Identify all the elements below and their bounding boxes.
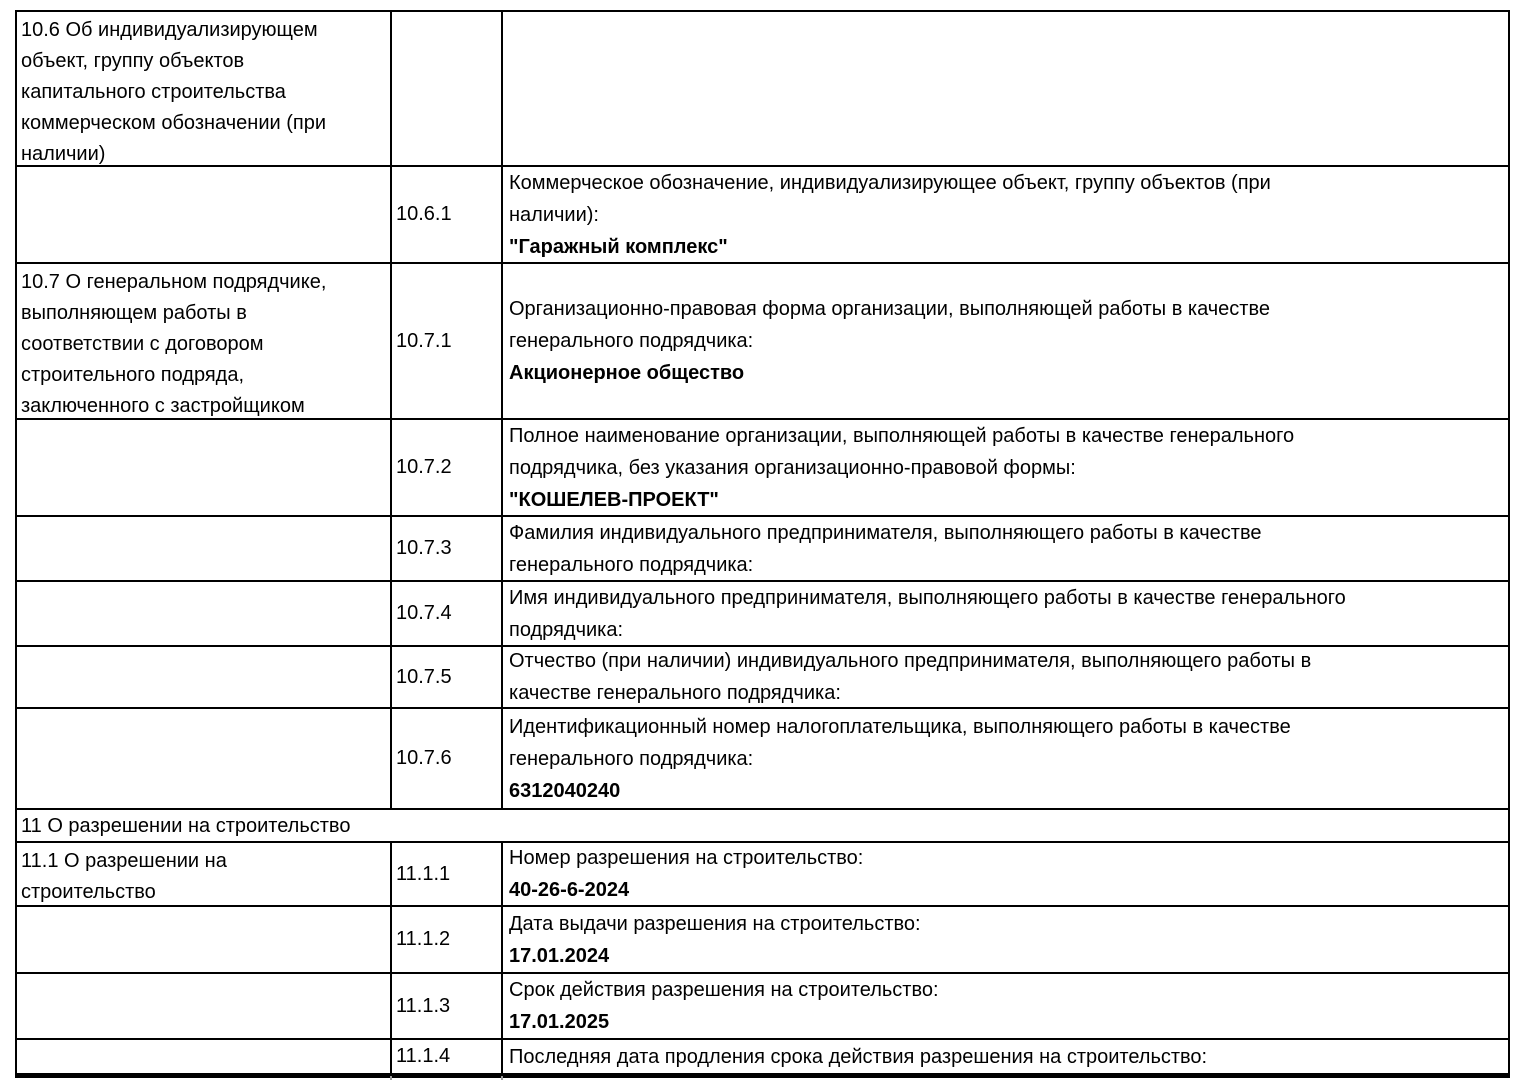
item-content-cell: Срок действия разрешения на строительств… — [501, 974, 1508, 1038]
item-label: Имя индивидуального предпринимателя, вып… — [509, 586, 1346, 641]
item-number-cell: 10.7.4 — [390, 582, 501, 645]
item-content-cell: Номер разрешения на строительство: 40-26… — [501, 843, 1508, 905]
table-row-10-6: 10.6 Об индивидуализирующем объект, груп… — [17, 12, 1508, 167]
item-number-cell: 10.7.6 — [390, 709, 501, 808]
item-value: 17.01.2025 — [509, 1011, 610, 1033]
item-label: Полное наименование организации, выполня… — [509, 424, 1295, 479]
item-label: Идентификационный номер налогоплательщик… — [509, 715, 1291, 770]
item-label: Коммерческое обозначение, индивидуализир… — [509, 171, 1271, 226]
item-content-cell: Имя индивидуального предпринимателя, вып… — [501, 582, 1508, 645]
table-row-10-7-3: 10.7.3 Фамилия индивидуального предприни… — [17, 517, 1508, 582]
section-title-cell — [17, 907, 390, 972]
section-title-cell — [17, 582, 390, 645]
item-value: 17.01.2024 — [509, 944, 610, 967]
section-title-cell: 10.6 Об индивидуализирующем объект, груп… — [21, 19, 326, 165]
item-number-cell: 10.7.1 — [390, 264, 501, 418]
item-number-cell: 11.1.1 — [390, 843, 501, 905]
table-row-10-7-1: 10.7 О генеральном подрядчике, выполняющ… — [17, 264, 1508, 420]
cutoff-row-column-divider — [501, 1076, 503, 1080]
table-row-10-7-6: 10.7.6 Идентификационный номер налогопла… — [17, 709, 1508, 810]
item-value: 40-26-6-2024 — [509, 879, 630, 901]
table-row-10-7-2: 10.7.2 Полное наименование организации, … — [17, 420, 1508, 517]
cutoff-row-column-divider — [390, 1076, 392, 1080]
section-title-cell — [17, 974, 390, 1038]
item-label: Отчество (при наличии) индивидуального п… — [509, 650, 1312, 704]
item-content-cell: Отчество (при наличии) индивидуального п… — [501, 647, 1508, 707]
item-number-cell: 10.7.5 — [390, 647, 501, 707]
item-value: Акционерное общество — [509, 362, 745, 384]
item-value: 6312040240 — [509, 779, 621, 802]
item-content-cell: Фамилия индивидуального предпринимателя,… — [501, 517, 1508, 580]
section-title-cell — [17, 647, 390, 707]
section-title-cell: 11.1 О разрешении на строительство — [21, 850, 227, 903]
table-row-10-7-4: 10.7.4 Имя индивидуального предпринимате… — [17, 582, 1508, 647]
item-label: Номер разрешения на строительство: — [509, 847, 864, 869]
project-declaration-table: 10.6 Об индивидуализирующем объект, груп… — [15, 10, 1510, 1078]
item-content-cell: Коммерческое обозначение, индивидуализир… — [501, 167, 1508, 262]
section-11-header: 11 О разрешении на строительство — [21, 815, 351, 837]
item-label: Последняя дата продления срока действия … — [509, 1045, 1208, 1068]
item-content-cell: Организационно-правовая форма организаци… — [501, 264, 1508, 418]
item-number-cell: 11.1.3 — [390, 974, 501, 1038]
item-number-cell: 11.1.4 — [390, 1040, 501, 1073]
section-title-cell — [17, 167, 390, 262]
item-label: Дата выдачи разрешения на строительство: — [509, 912, 921, 935]
table-row-section-11-header: 11 О разрешении на строительство — [17, 810, 1508, 843]
item-number-cell: 11.1.2 — [390, 907, 501, 972]
section-title-cell — [17, 709, 390, 808]
table-row-11-1-4: 11.1.4 Последняя дата продления срока де… — [17, 1040, 1508, 1076]
table-row-11-1-1: 11.1 О разрешении на строительство 11.1.… — [17, 843, 1508, 907]
section-title-cell — [17, 420, 390, 515]
table-row-11-1-3: 11.1.3 Срок действия разрешения на строи… — [17, 974, 1508, 1040]
item-number-cell: 10.6.1 — [390, 167, 501, 262]
item-number-cell: 10.7.2 — [390, 420, 501, 515]
item-value: "Гаражный комплекс" — [509, 235, 728, 258]
item-content-cell — [501, 12, 1508, 165]
item-label: Срок действия разрешения на строительств… — [509, 979, 939, 1001]
item-content-cell: Дата выдачи разрешения на строительство:… — [501, 907, 1508, 972]
section-title-cell — [17, 517, 390, 580]
section-title-cell — [17, 1040, 390, 1073]
item-value: "КОШЕЛЕВ-ПРОЕКТ" — [509, 488, 719, 511]
item-number-cell: 10.7.3 — [390, 517, 501, 580]
table-row-11-1-2: 11.1.2 Дата выдачи разрешения на строите… — [17, 907, 1508, 974]
item-label: Организационно-правовая форма организаци… — [509, 298, 1270, 352]
item-number-cell — [390, 12, 501, 165]
section-title-cell: 10.7 О генеральном подрядчике, выполняющ… — [21, 271, 327, 417]
item-content-cell: Полное наименование организации, выполня… — [501, 420, 1508, 515]
table-row-10-6-1: 10.6.1 Коммерческое обозначение, индивид… — [17, 167, 1508, 264]
item-content-cell: Последняя дата продления срока действия … — [501, 1040, 1508, 1073]
item-label: Фамилия индивидуального предпринимателя,… — [509, 521, 1262, 576]
item-content-cell: Идентификационный номер налогоплательщик… — [501, 709, 1508, 808]
table-row-10-7-5: 10.7.5 Отчество (при наличии) индивидуал… — [17, 647, 1508, 709]
